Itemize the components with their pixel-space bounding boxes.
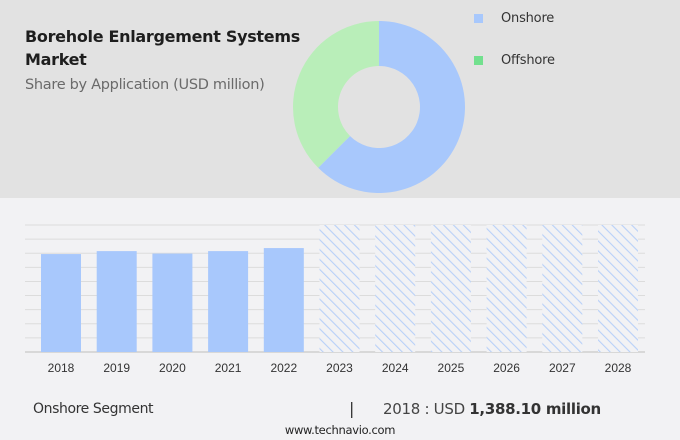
donut-slice-onshore[interactable]: [318, 21, 465, 193]
legend-item-onshore[interactable]: Onshore: [474, 11, 554, 26]
legend-item-offshore[interactable]: Offshore: [474, 53, 555, 68]
year-label: 2022: [270, 361, 297, 375]
segment-label: Onshore Segment: [33, 401, 154, 417]
year-prefix: 2018 : USD: [383, 400, 470, 418]
year-label: 2025: [438, 361, 465, 375]
bars: [41, 225, 638, 352]
year-label: 2021: [215, 361, 242, 375]
year-label: 2020: [159, 361, 186, 375]
forecast-bar-2027[interactable]: [542, 225, 583, 352]
forecast-bar-2023[interactable]: [319, 225, 360, 352]
forecast-bar-2028[interactable]: [598, 225, 638, 352]
chart-subtitle: Share by Application (USD million): [25, 77, 265, 93]
forecast-bar-2026[interactable]: [486, 225, 527, 352]
bar-2020[interactable]: [152, 253, 193, 352]
year-label: 2023: [326, 361, 353, 375]
year-label: 2018: [48, 361, 75, 375]
bar-2018[interactable]: [41, 254, 81, 352]
year-label: 2026: [493, 361, 520, 375]
donut-chart: [293, 21, 465, 193]
bar-2022[interactable]: [263, 248, 304, 352]
donut-slice-offshore[interactable]: [293, 21, 379, 168]
bar-chart: 2018 2019 2020 2021 2022 2023 2024 2025 2026 2027…: [25, 224, 645, 375]
x-axis-labels: 2018 2019 2020 2021 2022 2023 2024 2025 2026 2027…: [48, 361, 632, 375]
website-link[interactable]: www.technavio.com: [284, 423, 396, 437]
legend-label: Offshore: [501, 53, 555, 68]
year-label: 2019: [103, 361, 130, 375]
chart-title: Borehole Enlargement Systems Market: [25, 27, 300, 69]
legend-swatch-offshore: [474, 56, 483, 65]
forecast-bar-2024[interactable]: [375, 225, 416, 352]
value-amount: 1,388.10 million: [469, 400, 601, 418]
bar-2019[interactable]: [96, 251, 137, 352]
legend-swatch-onshore: [474, 14, 483, 23]
bar-2021[interactable]: [208, 251, 249, 352]
year-label: 2028: [605, 361, 632, 375]
legend-label: Onshore: [501, 11, 555, 26]
forecast-bar-2025[interactable]: [430, 225, 471, 352]
year-label: 2024: [382, 361, 409, 375]
segment-value: 2018 : USD 1,388.10 million: [383, 400, 601, 418]
year-label: 2027: [549, 361, 576, 375]
separator: |: [349, 399, 355, 418]
